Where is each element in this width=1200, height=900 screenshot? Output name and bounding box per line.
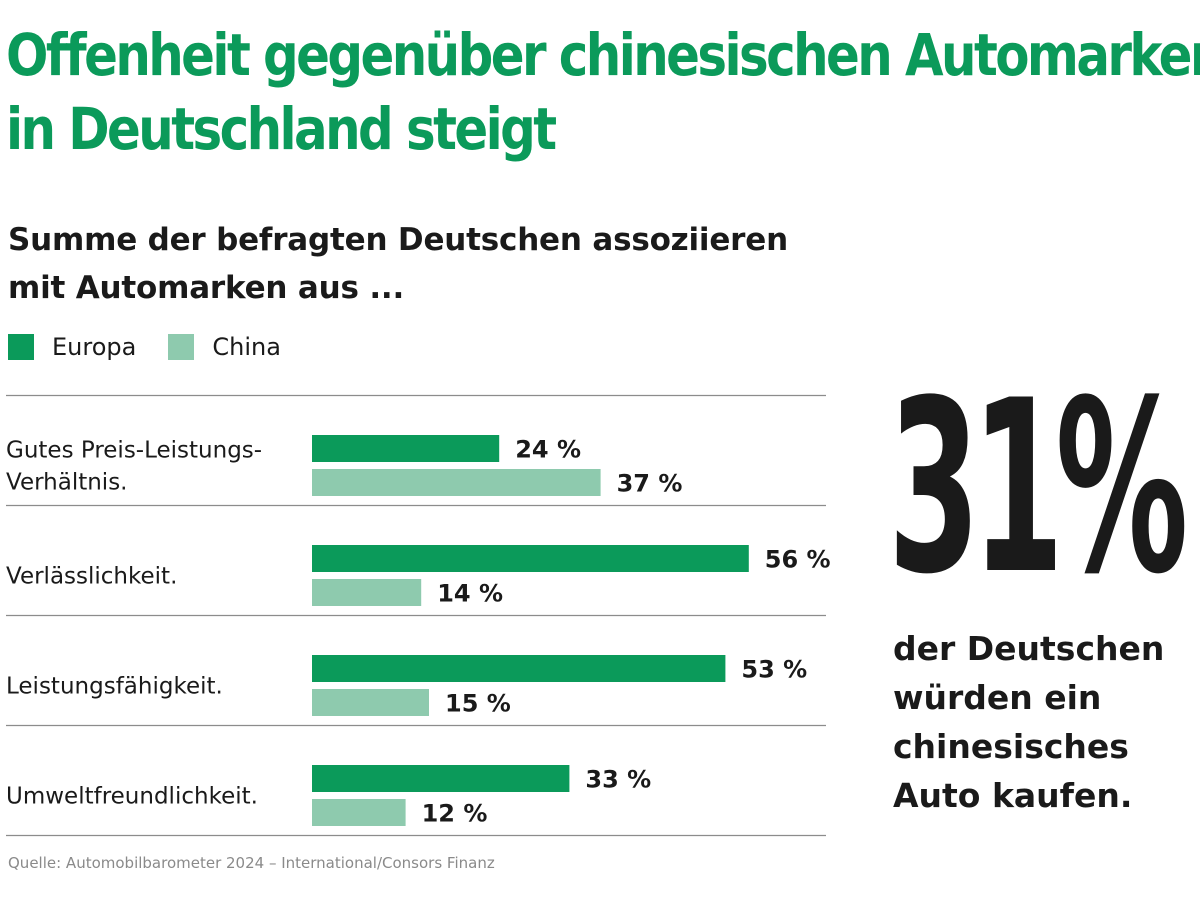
legend-item-china: China xyxy=(168,333,281,361)
bar-europa xyxy=(312,435,500,462)
bar-china xyxy=(312,579,422,606)
callout-value: 31% xyxy=(888,350,1188,627)
category-label: Gutes Preis-Leistungs- xyxy=(6,438,262,464)
legend-swatch-china xyxy=(168,334,195,360)
category-label: Umweltfreundlichkeit. xyxy=(6,784,258,810)
source-note: Quelle: Automobilbarometer 2024 – Intern… xyxy=(8,854,495,872)
chart-subtitle-line-2: mit Automarken aus ... xyxy=(8,270,405,306)
chart-subtitle: Summe der befragten Deutschen assoziiere… xyxy=(8,216,788,312)
bar-china xyxy=(312,469,601,496)
chart-legend: Europa China xyxy=(8,332,313,362)
callout-caption-line-1: der Deutschen xyxy=(893,629,1165,668)
category-label: Leistungsfähigkeit. xyxy=(6,674,223,700)
data-label: 15 % xyxy=(445,690,511,718)
data-label: 12 % xyxy=(422,800,488,828)
chart-title-line-1: Offenheit gegenüber chinesischen Automar… xyxy=(6,21,1200,89)
chart-subtitle-line-1: Summe der befragten Deutschen assoziiere… xyxy=(8,222,788,258)
data-label: 24 % xyxy=(515,436,581,464)
callout-caption-line-2: würden ein xyxy=(893,678,1102,717)
bar-europa xyxy=(312,765,570,792)
data-label: 56 % xyxy=(765,546,831,574)
chart-title-line-2: in Deutschland steigt xyxy=(6,95,557,163)
legend-swatch-europa xyxy=(8,334,34,360)
bar-chart: Gutes Preis-Leistungs- Verhältnis. 24 % 37 … xyxy=(6,394,831,837)
category-label: Verhältnis. xyxy=(6,470,128,496)
callout-caption: der Deutschen würden ein chinesisches Au… xyxy=(893,624,1193,820)
legend-label-china: China xyxy=(212,333,281,361)
callout-caption-line-4: Auto kaufen. xyxy=(893,776,1133,815)
bar-europa xyxy=(312,545,749,572)
category-label: Verlässlichkeit. xyxy=(6,564,177,590)
bar-china xyxy=(312,799,406,826)
legend-label-europa: Europa xyxy=(52,333,137,361)
chart-title: Offenheit gegenüber chinesischen Automar… xyxy=(6,18,1200,166)
data-label: 53 % xyxy=(741,656,807,684)
data-label: 14 % xyxy=(437,580,503,608)
data-label: 33 % xyxy=(585,766,651,794)
legend-item-europa: Europa xyxy=(8,333,136,361)
bar-china xyxy=(312,689,429,716)
bar-europa xyxy=(312,655,726,682)
callout-caption-line-3: chinesisches xyxy=(893,727,1129,766)
data-label: 37 % xyxy=(617,470,683,498)
